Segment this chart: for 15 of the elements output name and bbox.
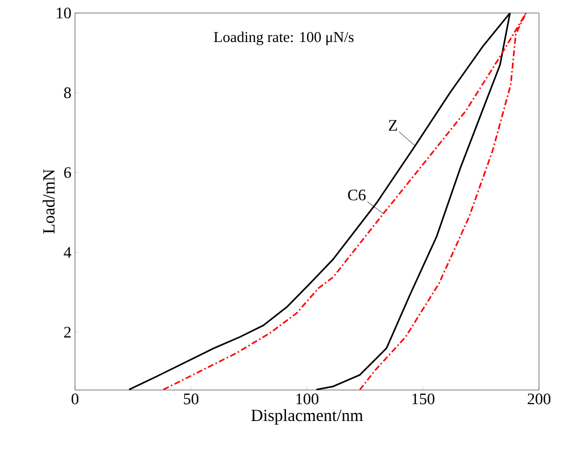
x-tick-label: 100 [296, 394, 318, 404]
annotation: Loading rate: 100 μN/s [214, 32, 354, 46]
y-tick-label: 6 [64, 167, 72, 178]
x-tick-label: 0 [72, 394, 78, 404]
y-tick-label: 4 [64, 247, 72, 258]
x-tick-label: 200 [528, 394, 550, 404]
x-tick-label: 150 [412, 394, 434, 404]
y-tick-label: 8 [64, 87, 71, 98]
x-tick-label: 50 [184, 394, 198, 404]
series-label: Z [388, 120, 397, 131]
y-tick-label: 2 [64, 326, 71, 338]
series-label: C6 [348, 190, 366, 200]
y-axis-title: Load/mN [42, 169, 55, 234]
x-axis-title: Displacment/nm [251, 409, 363, 425]
y-tick-label: 10 [56, 8, 71, 18]
